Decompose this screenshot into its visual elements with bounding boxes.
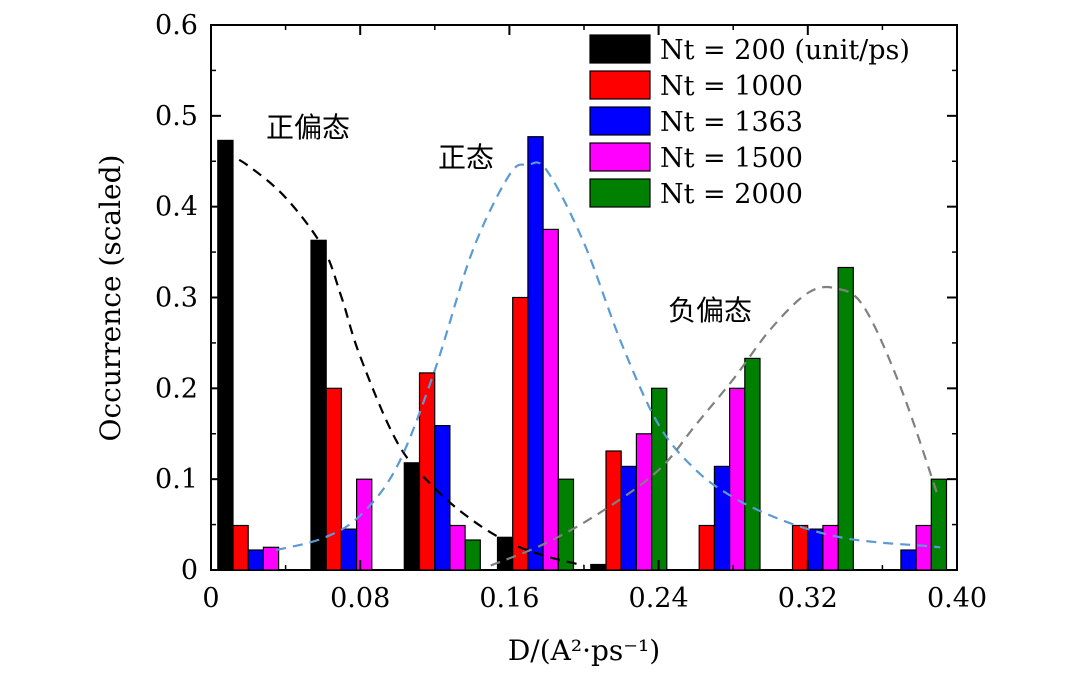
y-tick-label: 0.4 [155,192,198,223]
bar [418,372,436,571]
y-tick-label: 0.1 [155,464,198,495]
bar [449,524,466,571]
fit-curves [223,151,941,567]
bar [930,478,948,571]
bar [247,549,264,571]
bar [340,528,358,571]
x-tick-label: 0.32 [778,583,838,614]
bar [650,387,668,571]
bar [590,563,607,571]
bar [620,465,638,571]
bar [713,465,731,571]
x-axis-title: D/(A²·ps⁻¹) [508,634,660,667]
bar [325,387,343,571]
bar [900,549,917,571]
bars [217,136,948,571]
legend: Nt = 200 (unit/ps) Nt = 1000 Nt = 1363 Nt =… [589,34,910,210]
bar [217,139,234,571]
legend-label: Nt = 200 (unit/ps) [660,35,910,66]
bar [262,546,280,571]
bar [698,524,716,571]
legend-swatch [589,178,651,208]
y-axis-title: Occurrence (scaled) [94,155,127,442]
y-tick-label: 0.6 [155,10,198,41]
annotation-positive-skew: 正偏态 [266,111,350,144]
legend-swatch [589,70,651,100]
bar [527,136,544,571]
bar [915,524,932,571]
fit-curve [490,285,940,567]
bar [728,387,746,571]
legend-swatch [589,142,651,172]
x-tick-label: 0 [202,583,219,614]
bar [434,425,451,571]
legend-label: Nt = 2000 [660,179,803,210]
bar [557,478,575,571]
x-tick-label: 0.08 [330,583,390,614]
bar [822,524,839,571]
y-tick-label: 0.3 [155,283,198,314]
legend-label: Nt = 1000 [660,71,803,102]
legend-label: Nt = 1500 [660,143,803,174]
fit-curve [276,161,941,552]
bar [356,478,373,571]
bar [542,228,559,571]
y-tick-label: 0.2 [155,373,198,404]
bar [512,296,529,571]
bar [744,357,761,571]
x-tick-label: 0.16 [479,583,539,614]
legend-swatch [589,106,651,136]
legend-swatch [589,34,651,64]
ticks: 0 0.08 0.16 0.24 0.32 0.40 0 0.1 0.2 0.3 0.4 0.5 0.6 [155,10,987,614]
legend-label: Nt = 1363 [660,107,803,138]
bar [403,462,421,571]
x-tick-label: 0.40 [927,583,987,614]
bar [232,524,249,571]
fit-curve [223,151,585,567]
bar [837,266,854,571]
bar [791,524,809,571]
y-tick-label: 0.5 [155,101,198,132]
x-tick-label: 0.24 [629,583,689,614]
bar [310,239,327,571]
annotation-negative-skew: 负偏态 [668,294,752,327]
bar [464,539,481,571]
bar [635,433,653,571]
y-tick-label: 0 [181,555,198,586]
annotation-normal: 正态 [438,141,494,174]
bar [605,450,622,571]
bar [807,528,824,571]
